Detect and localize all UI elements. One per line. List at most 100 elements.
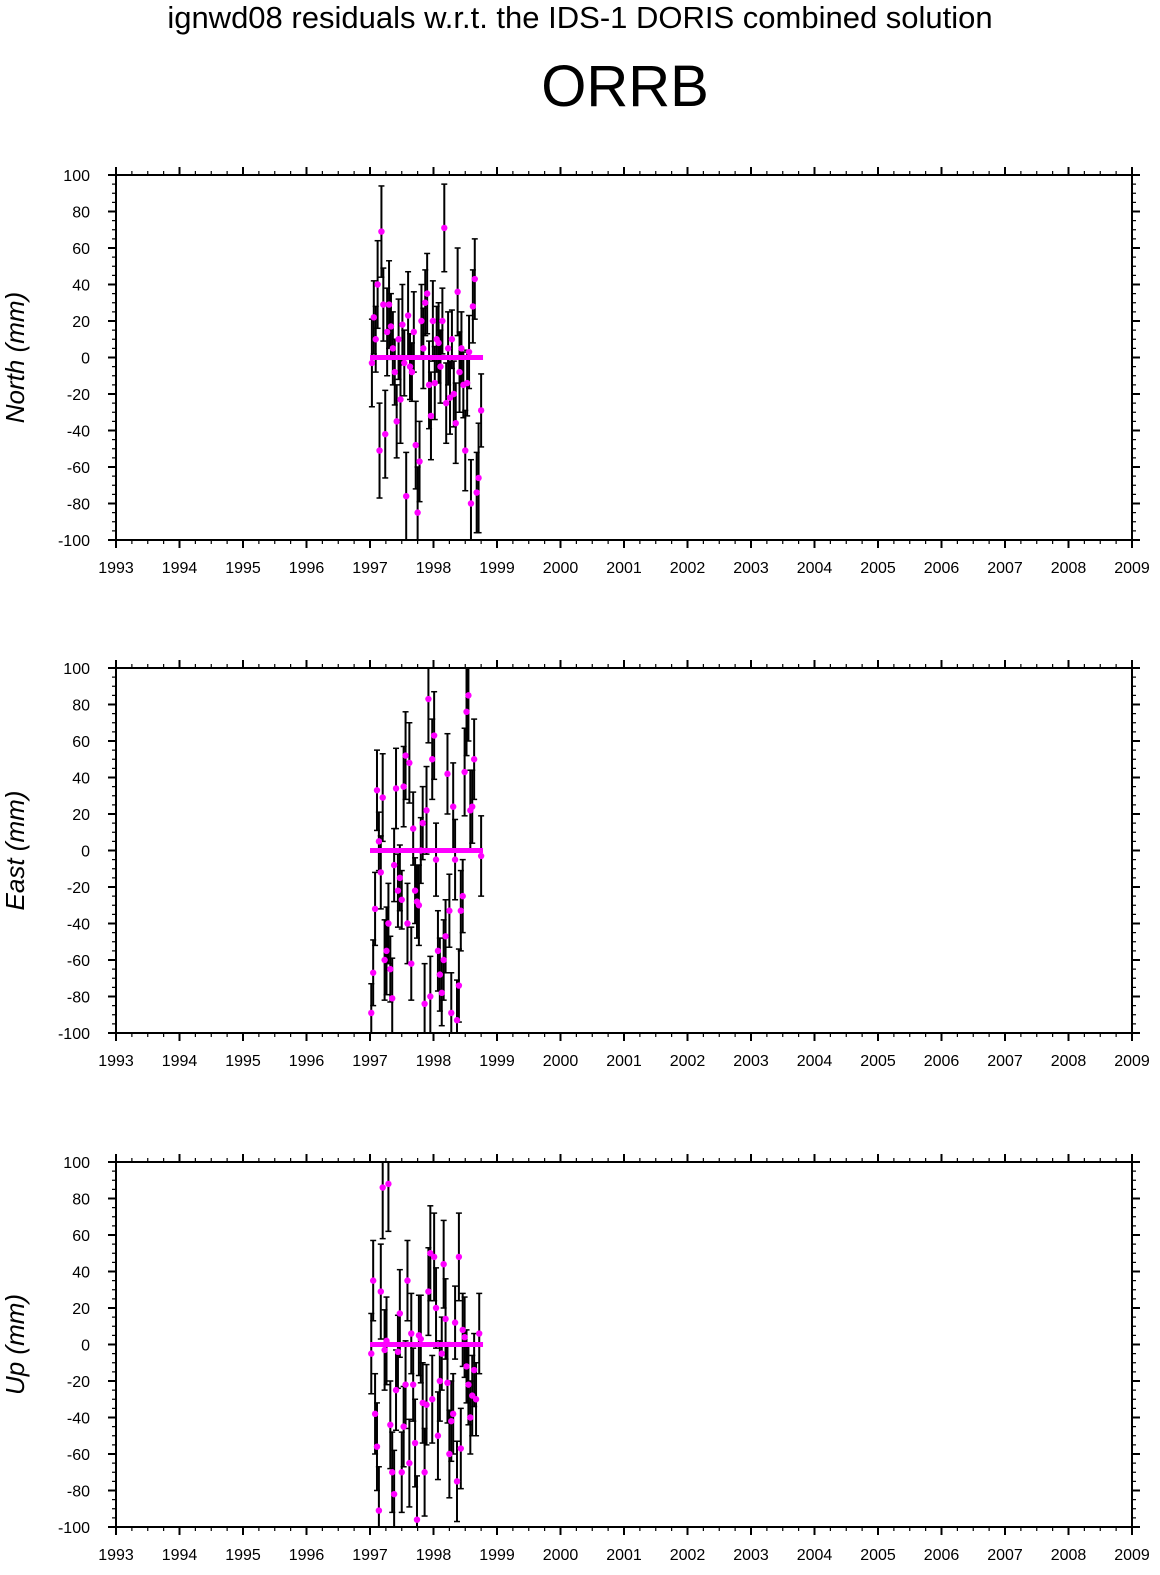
data-point xyxy=(369,1277,377,1284)
data-point xyxy=(459,892,466,900)
data-point xyxy=(436,1377,444,1385)
data-point xyxy=(450,390,458,398)
x-tick-label: 2003 xyxy=(733,1053,769,1070)
data-point xyxy=(436,971,444,978)
x-tick-label: 1996 xyxy=(289,560,325,577)
data-point xyxy=(444,1379,451,1387)
data-point xyxy=(401,359,408,367)
data-point xyxy=(368,359,376,367)
data-point xyxy=(398,896,405,903)
y-tick-label: 40 xyxy=(72,771,90,788)
x-tick-label: 2004 xyxy=(797,1547,833,1564)
x-tick-label: 2003 xyxy=(733,1547,769,1564)
data-point xyxy=(448,1417,455,1425)
y-tick-label: -100 xyxy=(58,1520,90,1537)
y-axis-label: Up (mm) xyxy=(0,1294,30,1395)
x-tick-label: 2000 xyxy=(543,1547,579,1564)
data-point xyxy=(368,1009,375,1017)
x-tick-label: 2005 xyxy=(860,1053,896,1070)
data-point xyxy=(467,1414,474,1421)
data-point xyxy=(385,301,393,308)
data-point xyxy=(452,420,459,427)
x-tick-label: 2001 xyxy=(606,1547,642,1564)
y-tick-label: 100 xyxy=(63,661,90,678)
data-point xyxy=(408,368,416,376)
data-point xyxy=(463,1363,470,1370)
data-point xyxy=(473,489,480,496)
data-point xyxy=(371,905,379,913)
x-tick-label: 1999 xyxy=(479,560,515,577)
data-point xyxy=(421,1469,428,1476)
data-point xyxy=(379,794,386,801)
data-point xyxy=(434,947,442,955)
data-point xyxy=(439,317,446,325)
x-tick-label: 2007 xyxy=(987,560,1023,577)
x-tick-label: 1999 xyxy=(479,1053,515,1070)
data-point xyxy=(387,965,394,973)
y-tick-label: -20 xyxy=(67,387,90,404)
x-tick-label: 1995 xyxy=(225,560,261,577)
data-point xyxy=(382,430,389,438)
x-tick-label: 2004 xyxy=(797,1053,833,1070)
data-point xyxy=(400,1423,407,1430)
data-point xyxy=(461,768,468,776)
data-point xyxy=(402,493,410,500)
data-point xyxy=(391,368,398,376)
east-panel: 1993 1994 1995 1996 1997 1998 1999 2000 2001 2002… xyxy=(0,660,1150,1070)
x-tick-label: 2002 xyxy=(670,560,706,577)
x-tick-label: 2008 xyxy=(1051,1547,1087,1564)
y-tick-label: -100 xyxy=(58,533,90,550)
data-point xyxy=(413,1516,421,1523)
data-point xyxy=(465,1381,472,1388)
y-tick-label: 60 xyxy=(72,241,90,258)
data-point xyxy=(431,379,438,387)
data-point xyxy=(378,228,385,235)
x-tick-label: 2008 xyxy=(1051,1053,1087,1070)
data-point xyxy=(455,982,463,989)
plot-frame xyxy=(115,1161,1133,1528)
y-tick-label: 0 xyxy=(81,844,90,861)
x-tick-label: 2003 xyxy=(733,560,769,577)
data-point xyxy=(397,396,404,403)
data-point xyxy=(409,825,417,832)
data-point xyxy=(377,869,384,876)
data-point xyxy=(404,312,412,319)
x-tick-label: 1993 xyxy=(98,1547,134,1564)
data-point xyxy=(421,1000,428,1007)
data-point xyxy=(432,856,440,863)
x-tick-label: 1999 xyxy=(479,1547,515,1564)
y-tick-label: 0 xyxy=(81,351,90,368)
y-axis-label: East (mm) xyxy=(0,791,30,911)
y-tick-label: 60 xyxy=(72,1228,90,1245)
data-point xyxy=(404,920,411,927)
data-point xyxy=(393,418,400,425)
data-point xyxy=(404,1277,411,1284)
data-point xyxy=(475,474,482,482)
data-point xyxy=(368,1350,375,1357)
data-point xyxy=(434,1432,442,1439)
data-point xyxy=(414,509,421,516)
data-point xyxy=(454,288,461,295)
x-tick-label: 2009 xyxy=(1114,1053,1150,1070)
data-point xyxy=(396,1310,404,1317)
x-tick-label: 1994 xyxy=(162,560,198,577)
up-panel: 1993 1994 1995 1996 1997 1998 1999 2000 2001 2002… xyxy=(0,1154,1150,1564)
data-point xyxy=(430,1253,438,1261)
data-point xyxy=(409,1381,417,1388)
plot-frame xyxy=(115,174,1133,541)
y-tick-label: -40 xyxy=(67,1411,90,1428)
data-point xyxy=(369,969,377,976)
data-point xyxy=(398,1469,405,1476)
data-point xyxy=(462,447,469,454)
north-panel: 1993 1994 1995 1996 1997 1998 1999 2000 2001 2002… xyxy=(0,167,1150,577)
x-tick-label: 2006 xyxy=(924,1547,960,1564)
data-point xyxy=(373,787,381,794)
data-point xyxy=(446,907,453,914)
x-tick-label: 2008 xyxy=(1051,560,1087,577)
plot-area xyxy=(368,1162,484,1527)
data-point xyxy=(465,348,473,356)
data-point xyxy=(371,1410,379,1418)
data-point xyxy=(476,1330,483,1337)
data-point xyxy=(392,785,400,792)
data-point xyxy=(423,1401,430,1408)
